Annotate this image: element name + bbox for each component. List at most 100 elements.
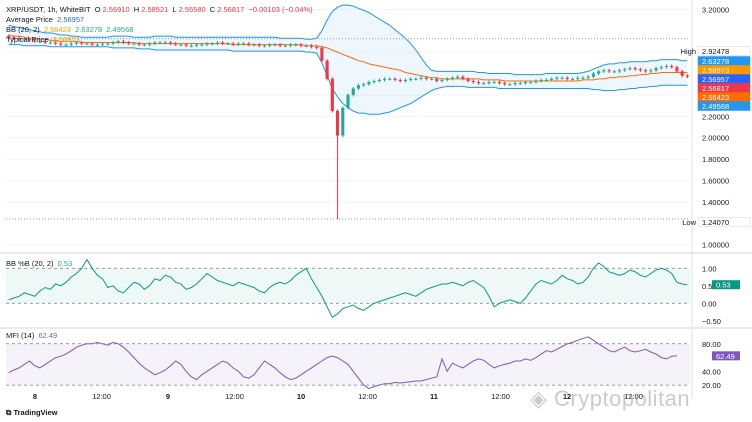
candle — [424, 77, 428, 79]
close-value: 2.56817 — [217, 5, 245, 14]
watermark-logo-icon: ◈ — [530, 386, 555, 411]
candle — [137, 43, 141, 45]
candle — [628, 68, 632, 70]
candle — [644, 70, 648, 72]
candle — [132, 43, 136, 45]
avg-price-legend[interactable]: Average Price 2.56957 — [6, 15, 86, 25]
candle — [461, 76, 465, 79]
price-tag-value: 2.56957 — [702, 75, 729, 84]
change-value: −0.00103 (−0.04%) — [248, 5, 313, 14]
time-tick-label: 12:00 — [624, 392, 643, 401]
time-tick-label: 9 — [166, 392, 170, 401]
symbol-label[interactable]: XRP/USDT, 1h, WhiteBIT — [6, 5, 91, 14]
time-tick-label: 11 — [430, 392, 438, 401]
candle — [398, 79, 402, 82]
candle — [268, 44, 272, 46]
candle — [550, 78, 554, 80]
candle — [283, 45, 287, 47]
candle — [142, 44, 146, 46]
bb-basis-value: 2.56423 — [43, 25, 71, 34]
price-tag-label: High — [681, 47, 696, 56]
candle — [482, 83, 486, 85]
candle — [393, 78, 397, 80]
candle — [278, 44, 282, 46]
time-tick-label: 12:00 — [358, 392, 377, 401]
candle — [565, 77, 569, 79]
avg-price-label: Average Price — [6, 15, 53, 24]
candle — [262, 45, 267, 47]
candle — [90, 43, 94, 45]
mfi-value: 62.49 — [38, 331, 58, 340]
bb-upper-value: 2.63278 — [75, 25, 103, 34]
candle — [367, 82, 371, 85]
candle — [362, 84, 366, 86]
candle — [372, 81, 376, 83]
candle — [95, 44, 99, 46]
price-tag-value: 2.56817 — [702, 84, 729, 93]
candle — [189, 45, 193, 47]
price-tag-label: Low — [682, 218, 696, 227]
candle — [299, 44, 303, 46]
bbpct-tick-label: 0.50 — [702, 282, 717, 291]
tradingview-label: TradingView — [13, 408, 58, 417]
price-tick-label: 1.40000 — [702, 198, 729, 207]
price-tag — [697, 217, 751, 227]
candle — [440, 79, 444, 82]
candle — [252, 44, 256, 46]
mfi-legend[interactable]: MFI (14) 62.49 — [6, 331, 59, 341]
candle — [215, 42, 220, 44]
time-tick-label: 12 — [563, 392, 571, 401]
bbpct-legend[interactable]: BB %B (20, 2) 0.53 — [6, 259, 74, 269]
mfi-tick-label: 40.00 — [702, 367, 721, 376]
tradingview-logo[interactable]: ⧉ TradingView — [6, 408, 58, 418]
candle — [534, 81, 538, 83]
candle — [508, 84, 512, 86]
candle — [503, 83, 507, 85]
bbpct-label: BB %B (20, 2) — [6, 259, 54, 268]
price-tag — [697, 101, 751, 111]
tradingview-icon: ⧉ — [6, 408, 14, 417]
candle — [304, 45, 308, 47]
candle — [247, 43, 251, 45]
time-tick-label: 8 — [33, 392, 37, 401]
bbpct-band-fill — [6, 268, 690, 304]
candle — [226, 43, 230, 45]
candle — [597, 71, 601, 74]
candle — [612, 71, 616, 73]
candle — [419, 77, 423, 79]
candle — [476, 82, 481, 84]
candle — [560, 77, 564, 79]
candle — [85, 43, 89, 45]
candle — [116, 41, 120, 43]
candle — [497, 82, 501, 84]
bbpct-tick-label: 0.00 — [702, 299, 717, 308]
high-value: 2.58521 — [141, 5, 169, 14]
candle — [529, 82, 533, 84]
candle — [487, 82, 491, 84]
candle — [659, 67, 663, 69]
candle — [288, 44, 293, 46]
price-tag-value: 1.24070 — [702, 218, 729, 227]
bb-upper-line — [8, 4, 688, 76]
candle — [33, 40, 37, 42]
candle — [670, 66, 674, 68]
time-tick-label: 12:00 — [225, 392, 244, 401]
candle — [341, 107, 345, 136]
bb-legend[interactable]: BB (20, 2) 2.56423 2.63278 2.49568 — [6, 25, 135, 35]
price-tag — [697, 46, 751, 56]
candle — [544, 79, 548, 81]
candle — [74, 42, 79, 44]
typical-price-label: Typical Price — [6, 35, 49, 44]
candle — [576, 77, 580, 79]
candle — [435, 78, 439, 82]
candle — [570, 78, 575, 80]
candle — [106, 43, 110, 45]
typical-price-legend[interactable]: Typical Price 2.56973 — [6, 35, 82, 45]
candle — [591, 73, 595, 77]
bbpct-tag — [712, 280, 740, 290]
candle — [382, 78, 387, 80]
candle — [48, 42, 52, 44]
candle — [330, 78, 334, 111]
